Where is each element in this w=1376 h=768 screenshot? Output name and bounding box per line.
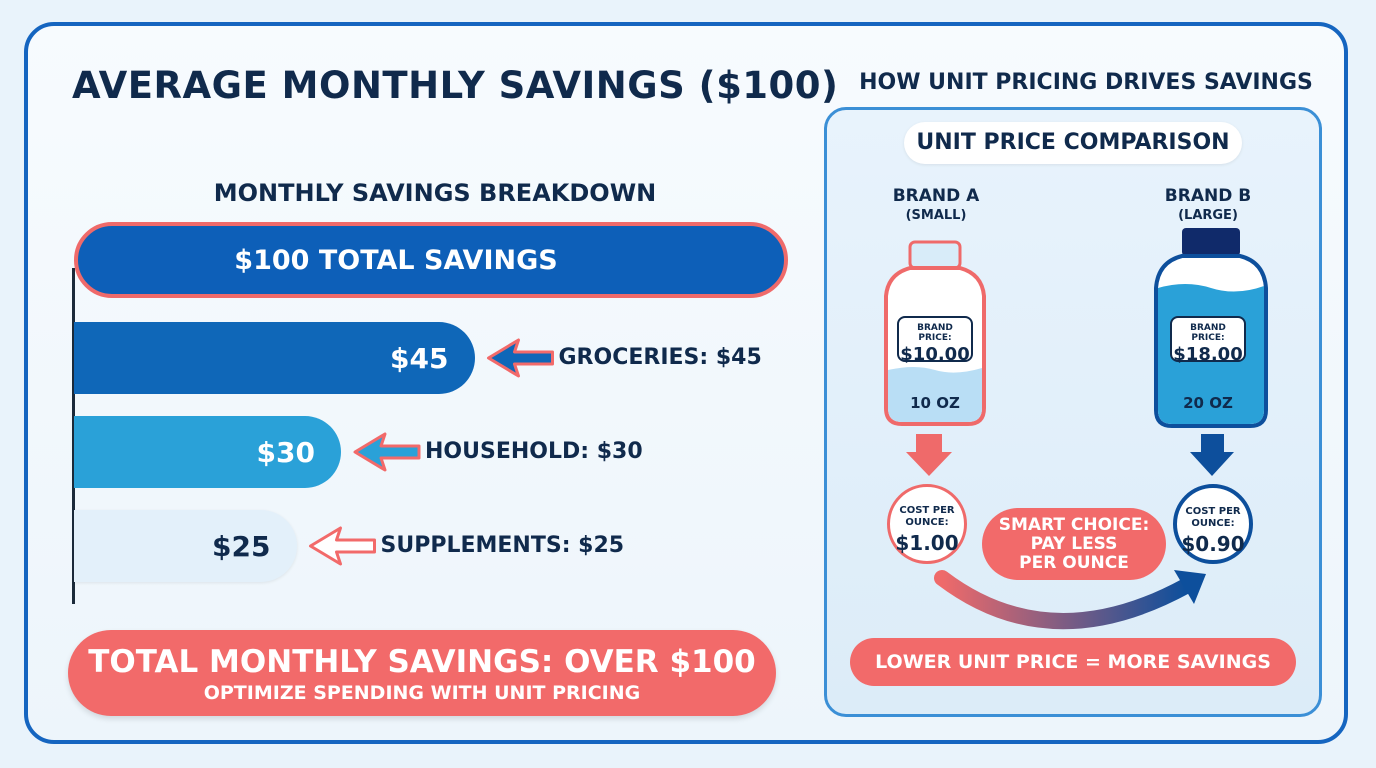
total-savings-bar: $100 TOTAL SAVINGS [74, 222, 788, 298]
brand-b-price-label: BRAND PRICE: [1190, 323, 1226, 343]
brand-b-name: BRAND B [1164, 186, 1252, 206]
page-title: AVERAGE MONTHLY SAVINGS ($100) [72, 64, 839, 107]
pointer-arrow-icon [487, 338, 554, 378]
annotation-supplements: SUPPLEMENTS: $25 [380, 533, 625, 558]
unit-pricing-title: HOW UNIT PRICING DRIVES SAVINGS [859, 70, 1313, 95]
annotation-household: HOUSEHOLD: $30 [425, 439, 643, 464]
smart-choice-badge: SMART CHOICE: PAY LESS PER OUNCE [982, 508, 1166, 580]
brand-b-size: (LARGE) [1178, 208, 1238, 223]
bar-value-label: $45 [390, 341, 449, 375]
bar-value-label: $25 [212, 529, 271, 563]
brand-a-cost: $1.00 [895, 531, 959, 555]
annotation-groceries: GROCERIES: $45 [558, 345, 762, 370]
bar-household: $30 [74, 416, 341, 488]
brand-b-volume: 20 OZ [1183, 394, 1233, 412]
brand-b-cost: $0.90 [1181, 532, 1245, 556]
brand-a-cost-label: COST PER OUNCE: [899, 505, 955, 528]
bar-value-label: $30 [256, 435, 315, 469]
brand-a-down-arrow-icon [906, 434, 952, 476]
bar-groceries: $45 [74, 322, 475, 394]
brand-b-heading: BRAND B (LARGE) [1138, 186, 1278, 226]
brand-b-price-tag: BRAND PRICE: $18.00 [1170, 316, 1246, 365]
brand-a-price: $10.00 [900, 344, 970, 365]
brand-b-cost-circle: COST PER OUNCE: $0.90 [1173, 484, 1253, 564]
pointer-arrow-icon [309, 526, 376, 566]
brand-b-cost-label: COST PER OUNCE: [1185, 506, 1241, 529]
brand-b-price: $18.00 [1173, 344, 1243, 365]
brand-a-volume: 10 OZ [910, 394, 960, 412]
brand-a-price-label: BRAND PRICE: [917, 323, 953, 343]
summary-banner: TOTAL MONTHLY SAVINGS: OVER $100 OPTIMIZ… [68, 630, 776, 716]
brand-a-name: BRAND A [892, 186, 980, 206]
unit-price-footer: LOWER UNIT PRICE = MORE SAVINGS [850, 638, 1296, 686]
brand-a-cost-circle: COST PER OUNCE: $1.00 [887, 484, 967, 564]
bar-supplements: $25 [74, 510, 297, 582]
brand-b-down-arrow-icon [1190, 434, 1234, 476]
total-savings-label: $100 TOTAL SAVINGS [234, 244, 558, 276]
smart-line3: PER OUNCE [1019, 553, 1129, 573]
summary-line1: TOTAL MONTHLY SAVINGS: OVER $100 [88, 644, 756, 680]
comparison-label: UNIT PRICE COMPARISON [904, 122, 1242, 164]
smart-line2: PAY LESS [1030, 534, 1118, 554]
pointer-arrow-icon [353, 432, 421, 472]
brand-a-size: (SMALL) [905, 208, 967, 223]
chart-title: MONTHLY SAVINGS BREAKDOWN [213, 179, 657, 207]
summary-line2: OPTIMIZE SPENDING WITH UNIT PRICING [203, 682, 641, 704]
curved-arrow-icon [934, 570, 1194, 630]
smart-line1: SMART CHOICE: [998, 515, 1150, 535]
brand-a-heading: BRAND A (SMALL) [866, 186, 1006, 226]
chart-axis [72, 268, 75, 604]
brand-a-price-tag: BRAND PRICE: $10.00 [897, 316, 973, 365]
